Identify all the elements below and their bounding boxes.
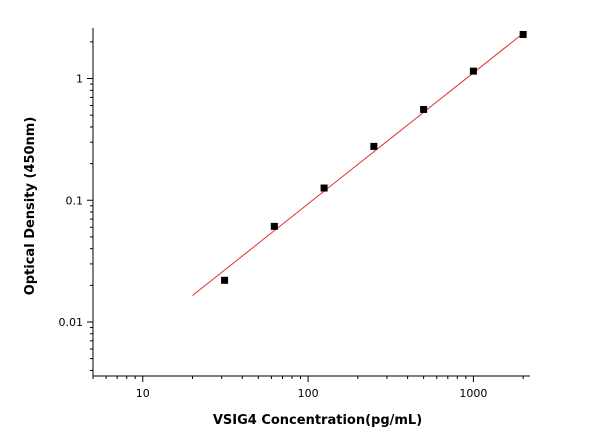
y-tick-label: 0.01 — [59, 316, 84, 329]
y-ticks: 0.01 0.1 1 — [59, 41, 93, 371]
data-point — [370, 142, 378, 150]
data-point — [420, 105, 428, 113]
y-axis-title: Optical Density (450nm) — [23, 117, 38, 296]
x-axis: 10 100 1000 — [92, 375, 530, 400]
y-tick-label: 0.1 — [66, 194, 84, 207]
data-point — [221, 276, 229, 284]
data-point — [519, 30, 527, 38]
data-point — [320, 184, 328, 192]
y-axis: 0.01 0.1 1 — [59, 28, 94, 376]
fit-line-layer — [192, 32, 524, 296]
data-point — [469, 67, 477, 75]
x-axis-title: VSIG4 Concentration(pg/mL) — [213, 413, 422, 428]
x-ticks: 10 100 1000 — [92, 376, 524, 400]
x-tick-label: 10 — [136, 387, 150, 400]
x-tick-label: 100 — [298, 387, 319, 400]
data-points-layer — [221, 30, 527, 284]
fit-line — [192, 32, 524, 296]
data-point — [270, 222, 278, 230]
y-tick-label: 1 — [76, 73, 83, 86]
x-tick-label: 1000 — [459, 387, 487, 400]
